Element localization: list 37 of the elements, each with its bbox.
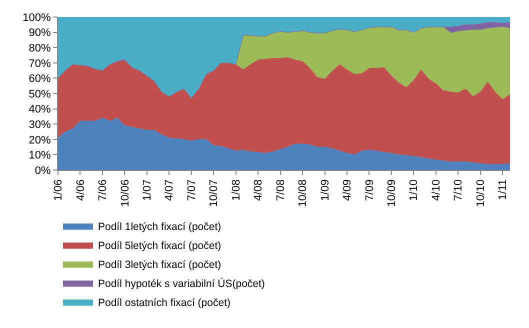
x-tick-label: 1/09: [319, 179, 332, 201]
x-tick-label: 10/08: [297, 179, 310, 207]
legend-label: Podíl 3letých fixací (počet): [98, 258, 222, 271]
y-tick-label: 40%: [28, 104, 52, 116]
y-tick-label: 60%: [28, 73, 52, 86]
x-tick-label: 4/06: [74, 179, 87, 201]
x-tick-label: 10/07: [208, 179, 220, 207]
x-tick-label: 1/08: [230, 179, 242, 201]
y-tick-label: 100%: [22, 12, 52, 24]
x-tick-label: 10/09: [386, 179, 398, 207]
y-tick-label: 80%: [28, 42, 52, 54]
legend-label: Podíl ostatních fixací (počet): [98, 296, 230, 309]
x-tick-label: 7/09: [364, 179, 376, 201]
x-tick-label: 10/06: [119, 179, 132, 207]
x-tick-label: 1/07: [141, 179, 154, 201]
x-tick-label: 7/08: [274, 179, 287, 201]
legend-label: Podíl hypoték s variabilní ÚS(počet): [98, 276, 265, 290]
x-tick-label: 1/06: [52, 179, 65, 201]
y-tick-label: 0%: [34, 164, 52, 177]
legend-label: Podíl 5letých fixací (počet): [98, 240, 222, 252]
x-tick-label: 4/10: [430, 179, 442, 201]
x-tick-label: 4/09: [342, 179, 354, 201]
x-tick-label: 1/11: [497, 179, 510, 200]
x-tick-label: 4/07: [164, 179, 176, 201]
y-tick-label: 30%: [28, 118, 52, 131]
x-tick-label: 1/10: [408, 179, 420, 201]
y-tick-label: 50%: [28, 88, 52, 100]
x-tick-label: 7/06: [97, 179, 110, 201]
x-tick-label: 10/10: [474, 179, 487, 207]
x-tick-label: 7/07: [186, 179, 198, 201]
y-tick-label: 10%: [28, 150, 52, 162]
x-tick-label: 4/08: [252, 179, 265, 201]
y-tick-label: 90%: [28, 27, 52, 40]
y-tick-label: 20%: [28, 134, 52, 146]
y-tick-label: 70%: [28, 58, 52, 70]
x-tick-label: 7/10: [452, 179, 465, 201]
legend-label: Podíl 1letých fixací (počet): [98, 220, 222, 233]
